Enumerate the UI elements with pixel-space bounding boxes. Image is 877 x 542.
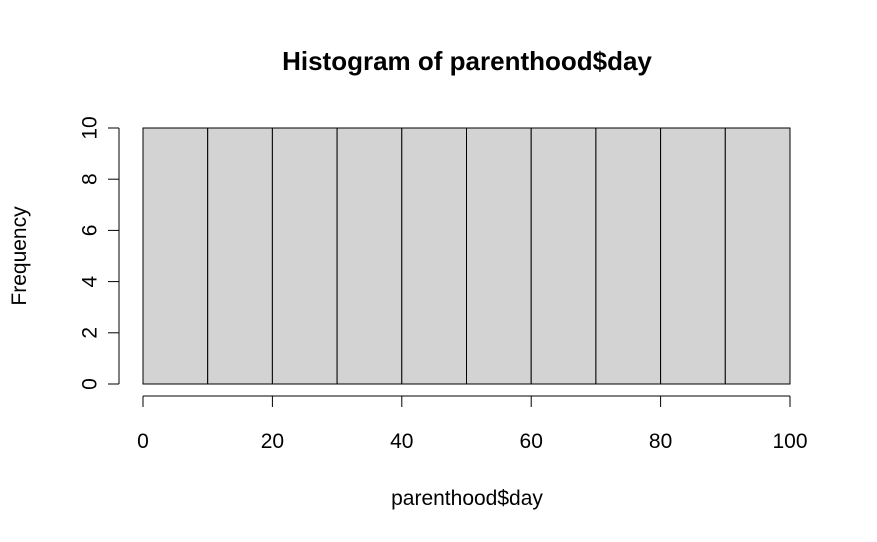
histogram-bar-3 [336,127,403,385]
y-axis: 0 2 4 6 8 10 [78,116,120,390]
bars-group [142,127,791,385]
x-tick-label: 60 [520,430,543,453]
histogram-bar-1 [207,127,273,385]
x-tick-label: 0 [137,430,149,453]
histogram-bar-4 [401,127,467,385]
y-tick-label: 4 [78,275,101,287]
histogram-bar-5 [466,127,532,385]
x-tick-label: 40 [390,430,413,453]
x-tick-label: 80 [649,430,672,453]
histogram-bar-6 [530,127,597,385]
y-tick-label: 0 [78,378,101,390]
y-tick-label: 6 [78,225,101,237]
chart-title: Histogram of parenthood$day [282,46,652,76]
histogram-bar-9 [724,127,791,385]
x-axis: 0 20 40 60 80 100 [137,395,808,453]
y-axis-label: Frequency [8,206,31,306]
y-tick-label: 8 [78,173,101,185]
y-tick-label: 10 [78,116,101,139]
x-tick-label: 100 [772,430,807,453]
histogram-bar-0 [142,127,209,385]
histogram-bar-8 [660,127,726,385]
x-tick-label: 20 [261,430,284,453]
histogram-bar-2 [271,127,338,385]
y-tick-label: 2 [78,327,101,339]
x-axis-label: parenthood$day [391,487,543,510]
histogram-bar-7 [595,127,662,385]
